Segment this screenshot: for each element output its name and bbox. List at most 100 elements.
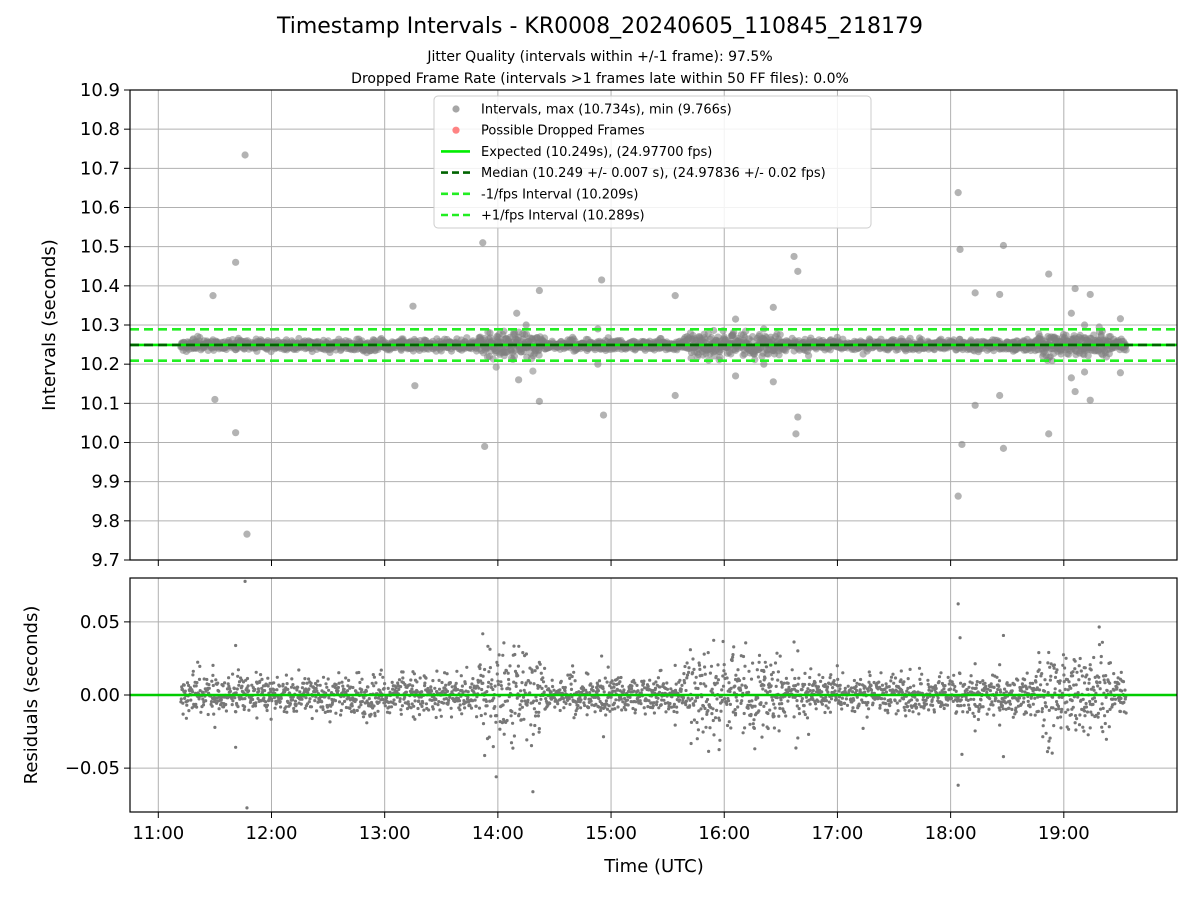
residual-point (399, 712, 403, 716)
residual-point (541, 680, 546, 684)
residual-point (675, 710, 679, 714)
residual-point (213, 696, 217, 700)
residual-point (304, 687, 308, 691)
residual-point (692, 667, 696, 672)
residual-point (456, 688, 460, 692)
residual-point (806, 687, 810, 691)
residual-point (719, 709, 723, 713)
residual-point (983, 681, 987, 685)
residual-point (705, 697, 710, 702)
residual-point (659, 703, 663, 707)
residual-point (374, 681, 378, 685)
residual-point (674, 682, 678, 686)
residual-point (646, 705, 650, 709)
residual-point (703, 665, 707, 669)
residual-point (337, 700, 342, 704)
residual-point (689, 741, 693, 746)
residual-point (977, 709, 981, 714)
residual-point (381, 675, 385, 679)
residual-point (266, 684, 270, 688)
residual-point (813, 702, 818, 706)
residual-point (581, 686, 586, 690)
residual-point (757, 709, 761, 713)
residual-point (803, 682, 807, 687)
residual-point (536, 714, 541, 718)
residual-point (1014, 710, 1018, 714)
residual-point (642, 679, 646, 683)
residual-point (1012, 683, 1017, 687)
residual-point (696, 728, 701, 732)
residual-point (522, 717, 526, 721)
residual-point (712, 638, 716, 642)
residual-point (775, 696, 779, 700)
residual-point (294, 703, 298, 707)
residual-point (903, 708, 907, 712)
residual-point (773, 661, 778, 665)
residual-point (277, 684, 282, 688)
residual-point (942, 687, 946, 691)
residual-point (891, 672, 895, 676)
residual-point (756, 675, 761, 679)
interval-point (716, 353, 724, 361)
residual-point (206, 712, 210, 717)
residual-point (725, 676, 729, 680)
residual-point (586, 672, 590, 676)
residual-point (520, 681, 524, 685)
residual-point (967, 703, 971, 707)
residual-point (212, 712, 216, 716)
residual-point (854, 684, 858, 689)
residual-point (889, 700, 893, 704)
residual-point (872, 680, 876, 685)
residual-point (729, 726, 733, 730)
residual-point (702, 682, 706, 686)
interval-point (1048, 357, 1056, 365)
residual-point (776, 670, 781, 674)
residual-point (337, 671, 341, 675)
residual-point (416, 706, 420, 711)
residual-point (687, 666, 691, 670)
residual-point (952, 688, 956, 692)
residual-point (685, 661, 689, 665)
residual-point (321, 705, 325, 709)
residual-point (240, 684, 244, 688)
interval-outlier-point (1116, 315, 1125, 323)
residual-point (896, 709, 900, 713)
residual-point (1008, 702, 1013, 706)
residual-point (463, 706, 467, 710)
residual-point (478, 663, 482, 667)
residual-point (717, 718, 722, 722)
interval-outlier-point (731, 315, 740, 323)
interval-outlier-point (513, 309, 521, 317)
residual-point (292, 709, 296, 713)
residual-point (186, 699, 190, 703)
residual-point (529, 723, 533, 727)
residual-point (533, 714, 538, 718)
residual-point (433, 686, 437, 690)
residual-point (512, 644, 516, 648)
residual-point (382, 686, 386, 691)
residual-point (202, 677, 206, 681)
interval-point (529, 367, 537, 375)
residual-point (908, 667, 912, 672)
residual-point (513, 652, 517, 657)
residual-point (926, 682, 930, 687)
residual-point (758, 680, 762, 684)
residual-point (394, 685, 398, 690)
residual-point (579, 698, 583, 702)
residual-point (315, 689, 319, 693)
residual-point (633, 711, 637, 715)
residual-point (953, 684, 957, 689)
interval-outlier-point (794, 413, 802, 421)
residual-point (267, 697, 271, 701)
residual-point (707, 749, 711, 754)
residual-point (398, 697, 402, 701)
residual-point (669, 687, 673, 691)
residual-point (995, 691, 999, 695)
residual-point (731, 653, 735, 657)
residual-point (509, 714, 513, 718)
residual-point (210, 704, 214, 708)
residual-point (797, 712, 802, 716)
residual-point (466, 690, 470, 694)
residual-point (744, 685, 749, 689)
residual-point (641, 682, 646, 686)
